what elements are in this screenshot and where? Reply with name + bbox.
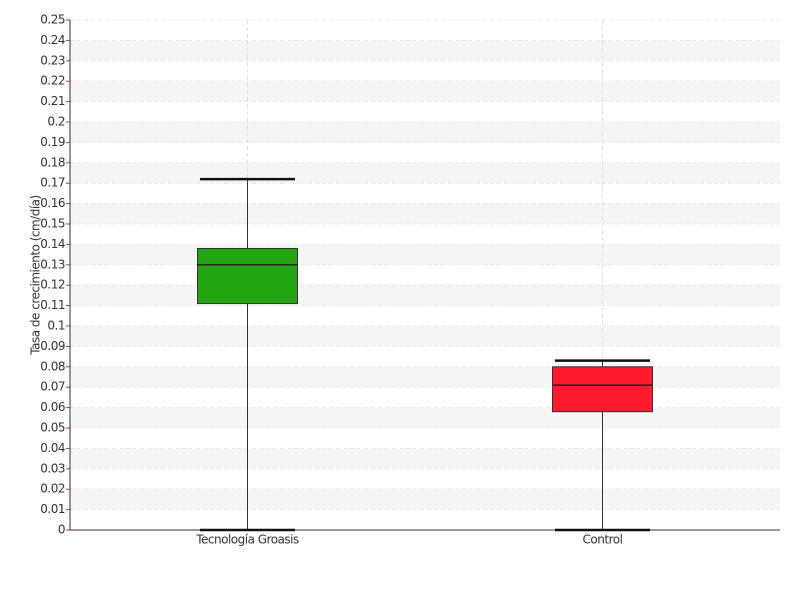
grid-band — [70, 203, 780, 224]
plot-background — [70, 19, 780, 531]
y-tick-label: 0.18 — [40, 155, 65, 169]
y-tick-label: 0.06 — [40, 400, 65, 414]
y-tick-label: 0.02 — [40, 482, 65, 496]
grid-band — [70, 81, 780, 102]
y-axis-label: Tasa de crecimiento (cm/día) — [29, 195, 43, 355]
y-tick-label: 0.07 — [40, 380, 65, 394]
y-tick-label: 0.13 — [40, 257, 65, 271]
grid-band — [70, 489, 780, 510]
y-tick-label: 0.03 — [40, 461, 65, 475]
y-tick-label: 0.01 — [40, 502, 65, 516]
grid-band — [70, 40, 780, 61]
grid-band — [70, 407, 780, 428]
grid-band — [70, 326, 780, 347]
y-tick-label: 0.16 — [40, 196, 65, 210]
y-tick-label: 0.17 — [40, 176, 65, 190]
grid-band — [70, 366, 780, 388]
box — [552, 366, 653, 413]
y-tick-label: 0.04 — [40, 441, 65, 455]
y-tick-label: 0.22 — [40, 74, 65, 88]
y-tick-label: 0.2 — [47, 115, 65, 129]
y-tick-label: 0.24 — [40, 33, 65, 47]
y-tick-label: 0 — [58, 523, 65, 537]
y-tick-label: 0.19 — [40, 135, 65, 149]
y-tick-label: 0.08 — [40, 359, 65, 373]
y-tick-label: 0.12 — [40, 278, 65, 292]
y-tick-label: 0.09 — [40, 339, 65, 353]
grid-band — [70, 244, 780, 265]
y-tick-label: 0.05 — [40, 421, 65, 435]
y-tick-label: 0.14 — [40, 237, 65, 251]
y-tick-label: 0.21 — [40, 94, 65, 108]
y-tick-label: 0.25 — [40, 13, 65, 27]
x-tick-label: Tecnología Groasis — [195, 533, 299, 547]
x-tick-label: Control — [583, 533, 623, 547]
y-tick-label: 0.1 — [47, 319, 65, 333]
grid-band — [70, 285, 780, 306]
grid-band — [70, 122, 780, 143]
grid-band — [70, 162, 780, 184]
box — [197, 247, 298, 305]
grid-band — [70, 448, 780, 469]
y-tick-label: 0.15 — [40, 217, 65, 231]
y-tick-label: 0.23 — [40, 53, 65, 67]
y-tick-label: 0.11 — [40, 298, 65, 312]
